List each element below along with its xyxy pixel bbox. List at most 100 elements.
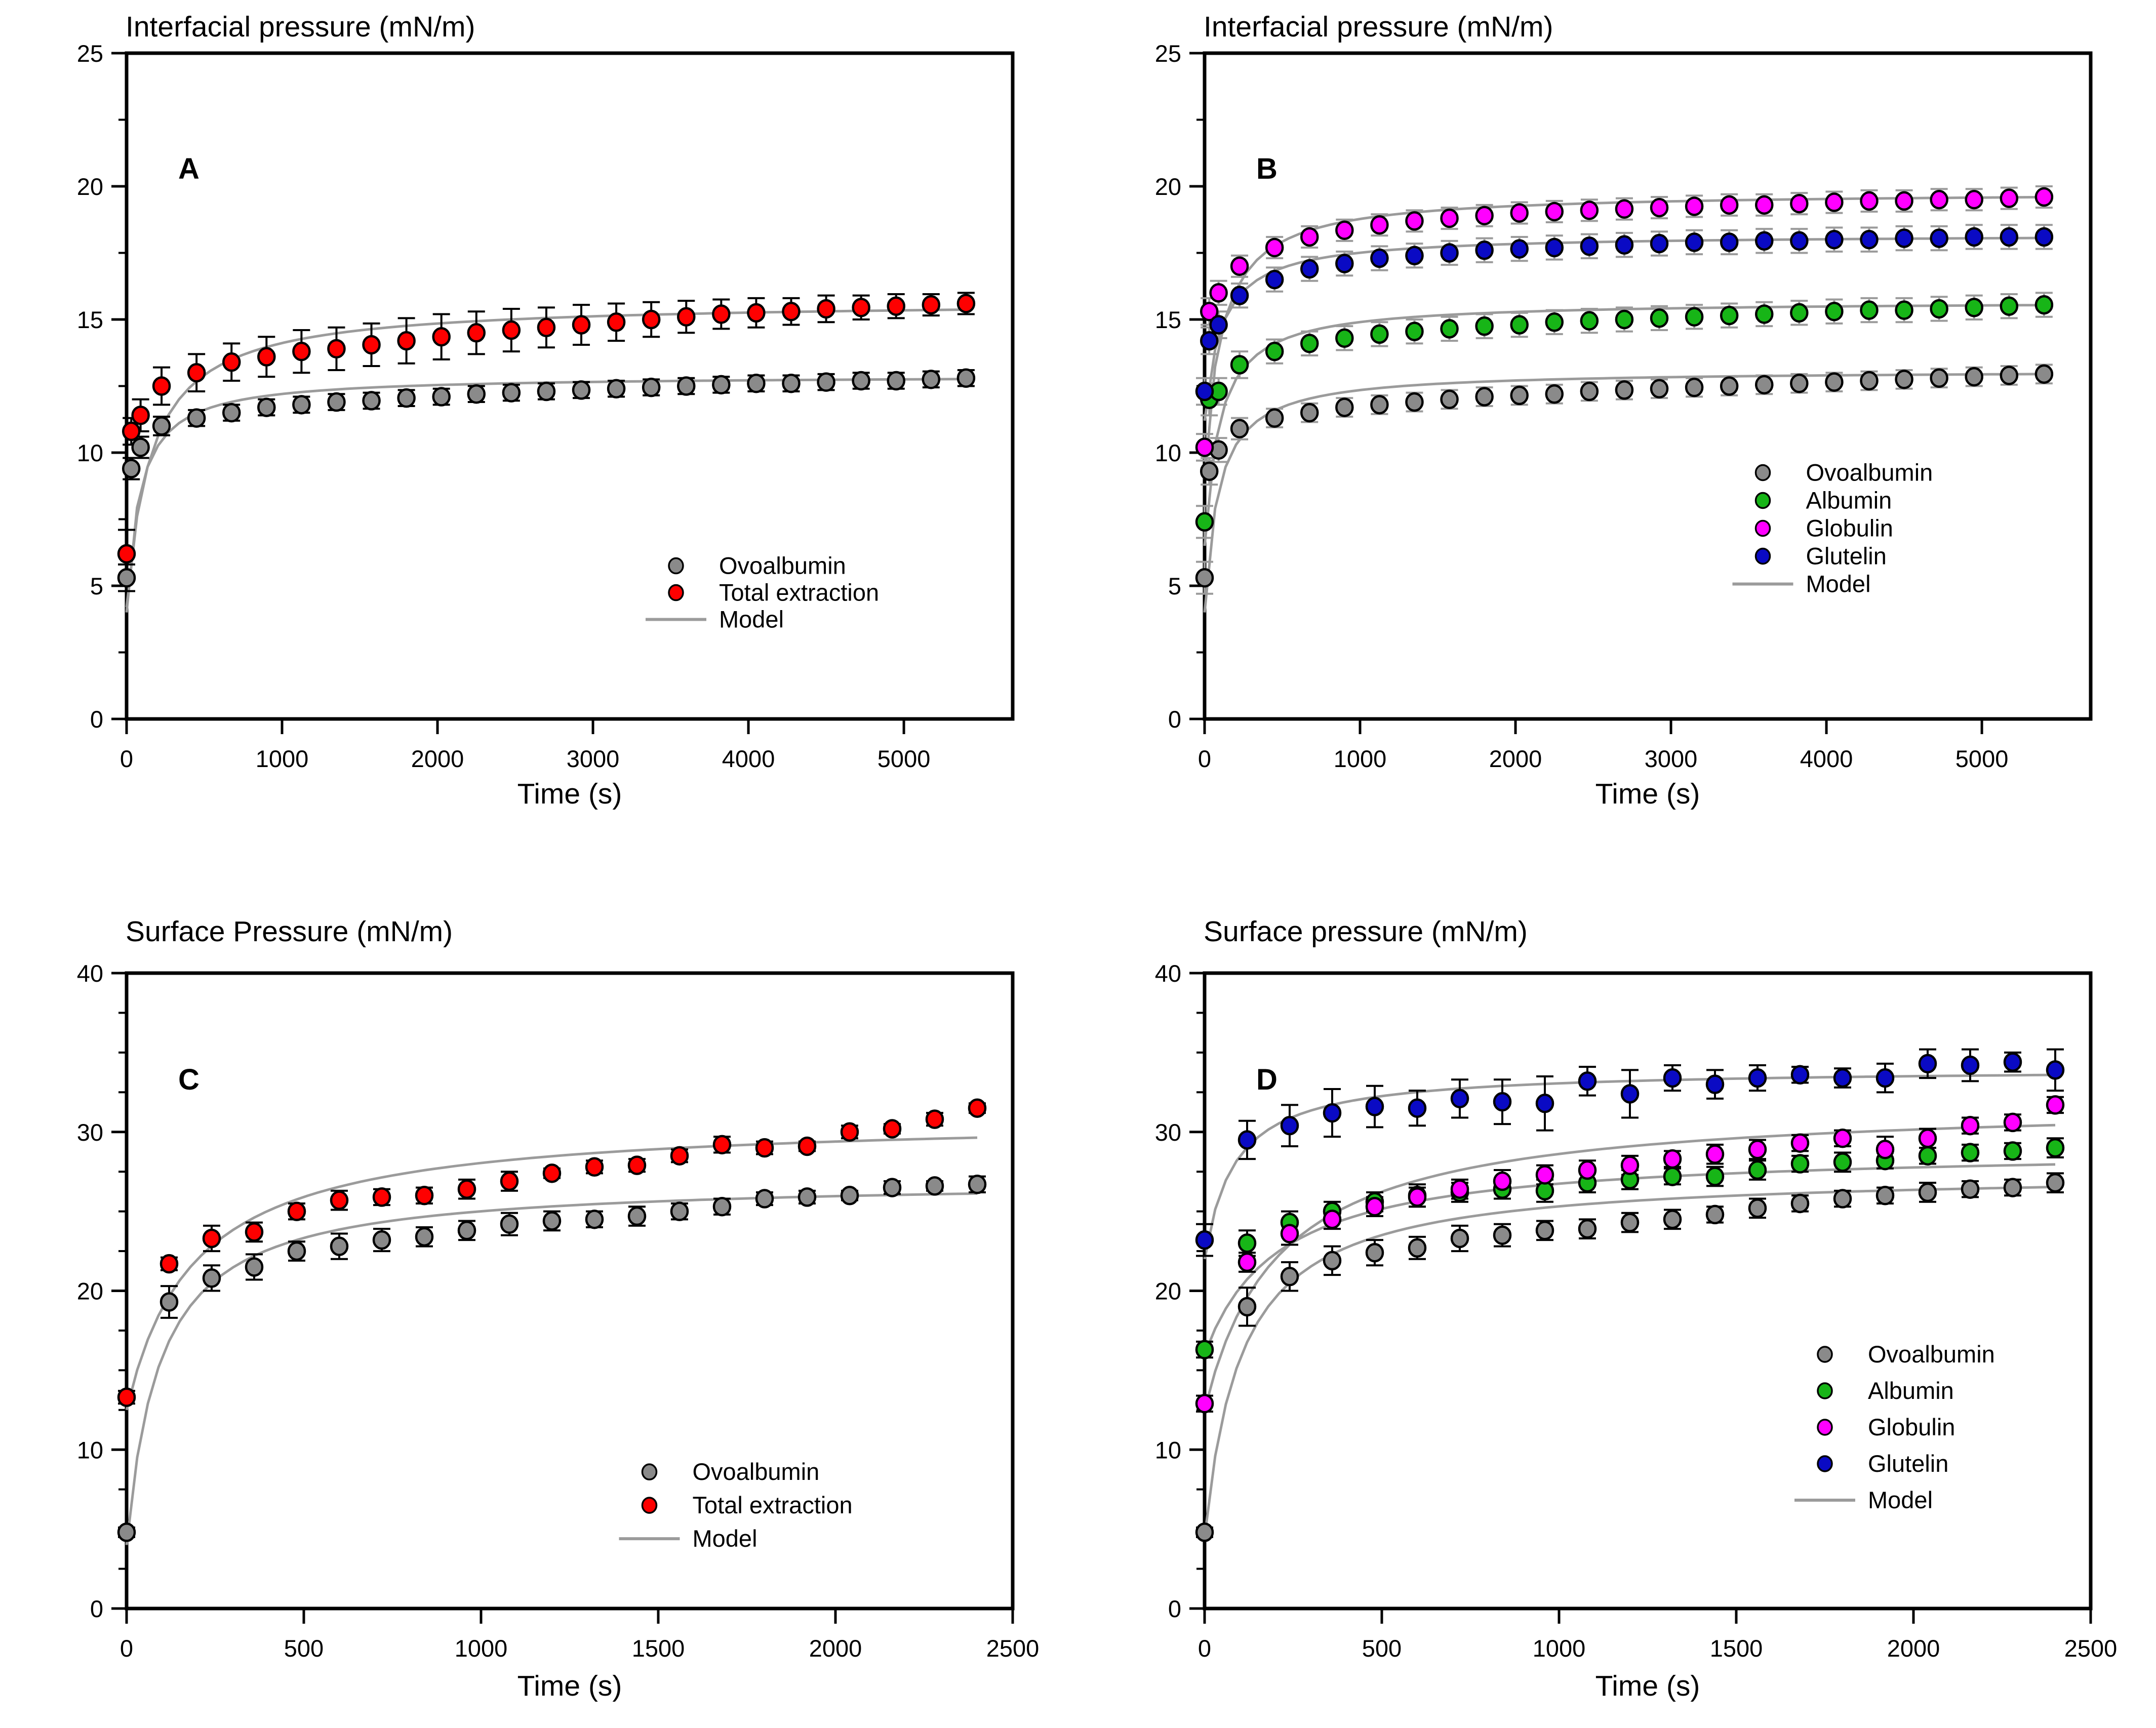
data-point: [1860, 191, 1879, 211]
legend-marker: [1817, 1419, 1833, 1436]
data-point: [1790, 303, 1809, 323]
data-point: [2000, 366, 2019, 385]
data-point: [1195, 381, 1214, 401]
data-point: [1650, 308, 1669, 328]
model-curve: [1203, 373, 2044, 613]
data-point: [1280, 1267, 1299, 1287]
data-point: [1450, 1179, 1469, 1199]
data-point: [1440, 208, 1459, 228]
data-point: [1860, 300, 1879, 320]
data-point: [1615, 380, 1634, 400]
data-point: [1930, 228, 1948, 248]
x-tick-label: 2000: [411, 745, 464, 772]
data-point: [607, 312, 626, 332]
data-point: [372, 1230, 391, 1250]
data-point: [257, 397, 276, 417]
data-point: [122, 421, 141, 441]
data-point: [2000, 188, 2019, 208]
legend-marker: [1754, 547, 1771, 565]
model-curve: [1203, 304, 2044, 546]
data-point: [1195, 437, 1214, 457]
data-point: [1895, 300, 1913, 320]
legend-marker: [668, 557, 684, 575]
data-point: [502, 383, 521, 403]
panel-c-chart: 0 500 1000 1500 2000 2500 0 10 20 30 40 Ovoalbumin T…: [77, 960, 1040, 1662]
data-point: [1705, 1167, 1725, 1186]
data-point: [415, 1186, 434, 1205]
data-point: [1370, 215, 1389, 235]
data-point: [397, 388, 416, 408]
data-point: [1685, 377, 1704, 397]
data-point: [817, 372, 835, 392]
x-tick-label: 2000: [809, 1635, 862, 1662]
y-tick-label: 10: [1155, 439, 1181, 466]
data-point: [1650, 197, 1669, 218]
data-point: [747, 373, 766, 393]
data-point: [1510, 239, 1529, 259]
data-point: [1705, 1204, 1725, 1225]
data-point: [1237, 1130, 1257, 1150]
legend-label: Model: [719, 606, 784, 633]
data-point: [131, 437, 150, 457]
data-point: [1209, 283, 1228, 303]
x-tick-label: 3000: [567, 745, 620, 772]
data-point: [925, 1109, 944, 1129]
data-point: [1545, 237, 1564, 258]
data-point: [1265, 341, 1284, 361]
data-point: [887, 371, 905, 391]
data-point: [1237, 1297, 1257, 1317]
data-point: [922, 370, 941, 389]
y-tick-label: 5: [90, 573, 103, 599]
data-point: [187, 363, 206, 383]
data-point: [415, 1227, 434, 1247]
data-point: [1300, 334, 1319, 353]
data-point: [755, 1189, 774, 1209]
legend-label: Ovoalbumin: [1806, 459, 1933, 486]
data-point: [432, 327, 451, 347]
y-tick-label: 20: [77, 1278, 103, 1305]
plot-frame: [125, 971, 1015, 1611]
x-tick-label: 1500: [632, 1635, 685, 1662]
data-point: [1200, 301, 1219, 322]
data-point: [1195, 1394, 1214, 1414]
data-point: [1833, 1129, 1852, 1148]
data-point: [500, 1214, 519, 1234]
data-point: [2034, 295, 2054, 315]
data-point: [287, 1241, 306, 1261]
data-point: [2003, 1112, 2022, 1133]
panel-d-x-axis-label: Time (s): [1595, 1670, 1700, 1702]
data-point: [1200, 461, 1219, 481]
y-tick-label: 0: [1168, 1595, 1181, 1622]
data-point: [1365, 1196, 1384, 1217]
data-point: [607, 379, 626, 399]
data-point: [1440, 319, 1459, 339]
data-point: [1195, 568, 1214, 588]
x-tick-label: 500: [284, 1635, 324, 1662]
data-point: [2003, 1178, 2022, 1197]
data-point: [1705, 1144, 1725, 1164]
legend-label: Ovoalbumin: [693, 1458, 820, 1485]
data-point: [817, 299, 835, 319]
data-point: [1335, 254, 1354, 273]
data-point: [1408, 1238, 1427, 1258]
legend-label: Albumin: [1868, 1377, 1954, 1404]
data-point: [1790, 373, 1809, 393]
y-tick-label: 20: [1155, 1278, 1181, 1305]
data-point: [1580, 236, 1599, 256]
data-point: [712, 1135, 732, 1155]
data-point: [1860, 229, 1879, 250]
y-tick-label: 20: [77, 173, 103, 200]
data-point: [542, 1211, 562, 1231]
data-point: [1578, 1071, 1597, 1091]
data-point: [1965, 190, 1983, 210]
data-point: [1323, 1103, 1342, 1123]
data-point: [922, 295, 941, 315]
legend-marker: [1817, 1346, 1833, 1363]
data-point: [1790, 193, 1809, 214]
data-point: [327, 392, 346, 412]
x-tick-label: 2000: [1489, 745, 1542, 772]
data-point: [1300, 259, 1319, 279]
data-point: [467, 323, 486, 343]
data-point: [1335, 397, 1354, 417]
panel-c: 0 500 1000 1500 2000 2500 0 10 20 30 40 Ovoalbumin T…: [0, 864, 1078, 1728]
